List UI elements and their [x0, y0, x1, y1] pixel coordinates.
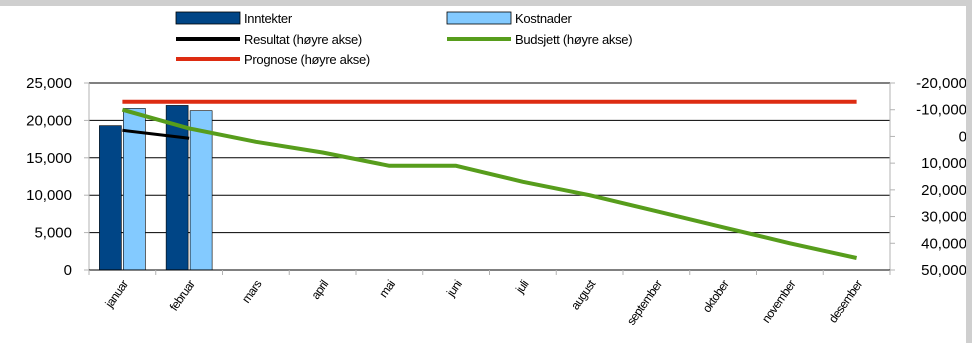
right-axis-ticks: -20,000 -10,000 0 10,000 20,000 30,000 40,000 5… — [916, 75, 967, 279]
right-tick-label: -10,000 — [916, 102, 967, 119]
legend-label-resultat-h-yre-akse: Resultat (høyre akse) — [244, 32, 362, 47]
left-axis-ticks: 0 5,000 10,000 15,000 20,000 25,000 — [26, 75, 72, 279]
x-axis-ticks: januar februar mars april mai juni juli august s… — [102, 277, 866, 328]
left-tick-label: 5,000 — [34, 225, 72, 242]
right-tick-label: 0 — [959, 128, 967, 145]
legend-label-inntekter: Inntekter — [244, 11, 293, 26]
x-tick-label-januar: januar — [102, 277, 131, 311]
line-resultat-h-yre-akse — [122, 128, 190, 140]
left-tick-label: 25,000 — [26, 75, 72, 92]
x-tick-label-april: april — [308, 278, 331, 302]
right-tick-label: 30,000 — [921, 209, 967, 226]
axes — [84, 82, 895, 275]
legend-label-prognose-h-yre-akse: Prognose (høyre akse) — [244, 52, 370, 67]
x-tick-label-september: september — [624, 277, 665, 328]
legend-swatch-inntekter — [175, 11, 241, 25]
legend-label-budsjett-h-yre-akse: Budsjett (høyre akse) — [515, 32, 632, 47]
left-tick-label: 15,000 — [26, 150, 72, 167]
left-tick-label: 10,000 — [26, 187, 72, 204]
right-tick-label: 10,000 — [921, 155, 967, 172]
x-tick-label-mars: mars — [239, 277, 265, 305]
right-border — [966, 0, 972, 343]
right-tick-label: -20,000 — [916, 75, 967, 92]
x-tick-label-februar: februar — [167, 277, 198, 313]
right-tick-label: 20,000 — [921, 182, 967, 199]
x-tick-label-juli: juli — [512, 278, 531, 297]
left-tick-label: 0 — [64, 262, 72, 279]
x-tick-label-oktober: oktober — [700, 277, 732, 315]
left-tick-label: 20,000 — [26, 112, 72, 129]
top-border — [0, 0, 972, 6]
lines — [121, 99, 858, 260]
x-tick-label-november: november — [759, 277, 799, 325]
right-tick-label: 50,000 — [921, 262, 967, 279]
legend-swatch-kostnader — [446, 11, 512, 25]
legend-label-kostnader: Kostnader — [515, 11, 573, 26]
legend: Inntekter Kostnader Resultat (høyre akse) B… — [175, 11, 633, 67]
bar-inntekter-februar — [165, 105, 189, 271]
bar-inntekter-januar — [99, 125, 122, 271]
bar-kostnader-februar — [189, 110, 213, 271]
right-tick-label: 40,000 — [921, 235, 967, 252]
line-budsjett-h-yre-akse — [121, 107, 858, 260]
x-tick-label-desember: desember — [826, 277, 866, 325]
bars — [99, 105, 213, 271]
x-tick-label-juni: juni — [443, 278, 464, 300]
x-tick-label-mai: mai — [376, 278, 398, 300]
x-tick-label-august: august — [568, 277, 599, 313]
